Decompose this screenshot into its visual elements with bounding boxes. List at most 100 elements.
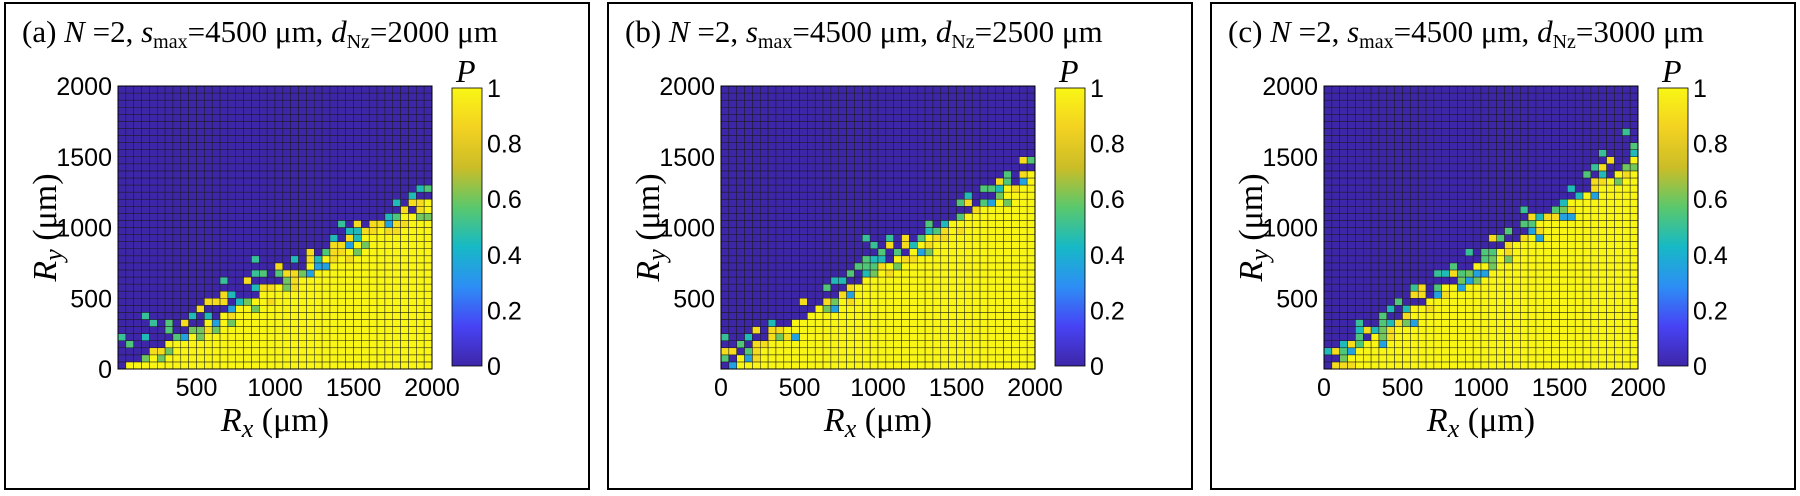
heatmap-cell [736, 354, 745, 363]
heatmap-cell [345, 241, 354, 249]
heatmap-cell [235, 92, 244, 101]
heatmap-cell [807, 312, 816, 320]
heatmap-cell [752, 248, 761, 257]
heatmap-cell [1567, 184, 1576, 193]
heatmap-cell [854, 326, 863, 334]
heatmap-cell [337, 177, 346, 186]
heatmap-cell [400, 298, 409, 306]
heatmap-cell [290, 177, 299, 186]
heatmap-cell [180, 135, 189, 143]
heatmap-cell [846, 142, 855, 150]
heatmap-cell [932, 340, 942, 349]
heatmap-cell [760, 198, 769, 207]
heatmap-cell [306, 283, 315, 292]
heatmap-cell [1535, 234, 1545, 242]
heatmap-cell [1496, 319, 1505, 327]
heatmap-cell [211, 170, 221, 179]
heatmap-cell [408, 283, 417, 292]
heatmap-cell [1622, 326, 1631, 334]
x-tick-label: 500 [176, 374, 218, 402]
heatmap-cell [1574, 191, 1584, 200]
heatmap-cell [752, 347, 761, 356]
heatmap-cell [1323, 198, 1333, 207]
heatmap-cell [1026, 206, 1036, 214]
heatmap-cell [219, 213, 229, 221]
heatmap-cell [1402, 106, 1411, 115]
heatmap-cell [1504, 354, 1513, 363]
heatmap-cell [1347, 241, 1356, 249]
heatmap-cell [329, 156, 339, 165]
heatmap-cell [259, 163, 268, 172]
heatmap-cell [838, 220, 847, 228]
heatmap-cell [1574, 114, 1584, 122]
heatmap-cell [1417, 319, 1427, 327]
heatmap-cell [1622, 255, 1631, 264]
heatmap-cell [1363, 163, 1372, 172]
heatmap-cell [1512, 234, 1521, 242]
heatmap-cell [1574, 361, 1584, 370]
heatmap-cell [869, 312, 879, 320]
heatmap-cell [1378, 227, 1388, 235]
heatmap-cell [1472, 269, 1482, 278]
heatmap-cell [1598, 213, 1607, 221]
colorbar-tick-label: 0.4 [487, 242, 522, 270]
heatmap-cell [172, 135, 182, 143]
heatmap-cell [948, 213, 957, 221]
heatmap-cell [728, 241, 737, 249]
heatmap-cell [188, 262, 197, 271]
heatmap-cell [416, 163, 425, 172]
heatmap-cell [1402, 347, 1411, 356]
heatmap-cell [1582, 170, 1592, 179]
heatmap-cell [1582, 361, 1592, 370]
heatmap-cell [1567, 262, 1576, 271]
heatmap-cell [266, 361, 276, 370]
heatmap-cell [1574, 85, 1584, 94]
heatmap-cell [791, 255, 800, 264]
heatmap-cell [282, 149, 291, 158]
heatmap-cell [1402, 149, 1411, 158]
heatmap-cell [1394, 312, 1403, 320]
heatmap-cell [1355, 283, 1364, 292]
heatmap-cell [1567, 170, 1576, 179]
heatmap-cell [744, 142, 753, 150]
heatmap-cell [1614, 206, 1623, 214]
heatmap-cell [814, 333, 824, 341]
heatmap-cell [219, 283, 229, 292]
heatmap-cell [266, 262, 276, 271]
heatmap-cell [243, 234, 252, 242]
heatmap-cell [416, 149, 425, 158]
heatmap-cell [1559, 241, 1568, 249]
heatmap-cell [180, 234, 189, 242]
heatmap-cell [423, 276, 433, 285]
heatmap-cell [1606, 121, 1615, 129]
heatmap-cell [1629, 227, 1639, 235]
heatmap-cell [290, 213, 299, 221]
heatmap-cell [1433, 149, 1442, 158]
heatmap-cell [1551, 198, 1560, 207]
heatmap-cell [1441, 128, 1450, 136]
heatmap-cell [1488, 333, 1497, 341]
heatmap-cell [1410, 184, 1419, 193]
heatmap-cell [337, 290, 346, 299]
heatmap-cell [274, 213, 284, 221]
heatmap-cell [728, 163, 737, 172]
heatmap-cell [1567, 290, 1576, 299]
heatmap-cell [1347, 354, 1356, 363]
heatmap-cell [830, 191, 839, 200]
heatmap-cell [1331, 156, 1340, 165]
heatmap-cell [995, 213, 1004, 221]
heatmap-cell [1559, 85, 1568, 94]
heatmap-cell [329, 326, 339, 334]
heatmap-cell [901, 262, 910, 271]
heatmap-cell [423, 354, 433, 363]
heatmap-cell [1019, 248, 1028, 257]
heatmap-cell [924, 241, 934, 249]
heatmap-cell [306, 85, 315, 94]
heatmap-cell [337, 255, 346, 264]
heatmap-cell [1386, 361, 1395, 370]
heatmap-cell [400, 135, 409, 143]
heatmap-cell [752, 170, 761, 179]
heatmap-cell [1543, 220, 1552, 228]
heatmap-cell [885, 177, 894, 186]
heatmap-cell [964, 347, 973, 356]
